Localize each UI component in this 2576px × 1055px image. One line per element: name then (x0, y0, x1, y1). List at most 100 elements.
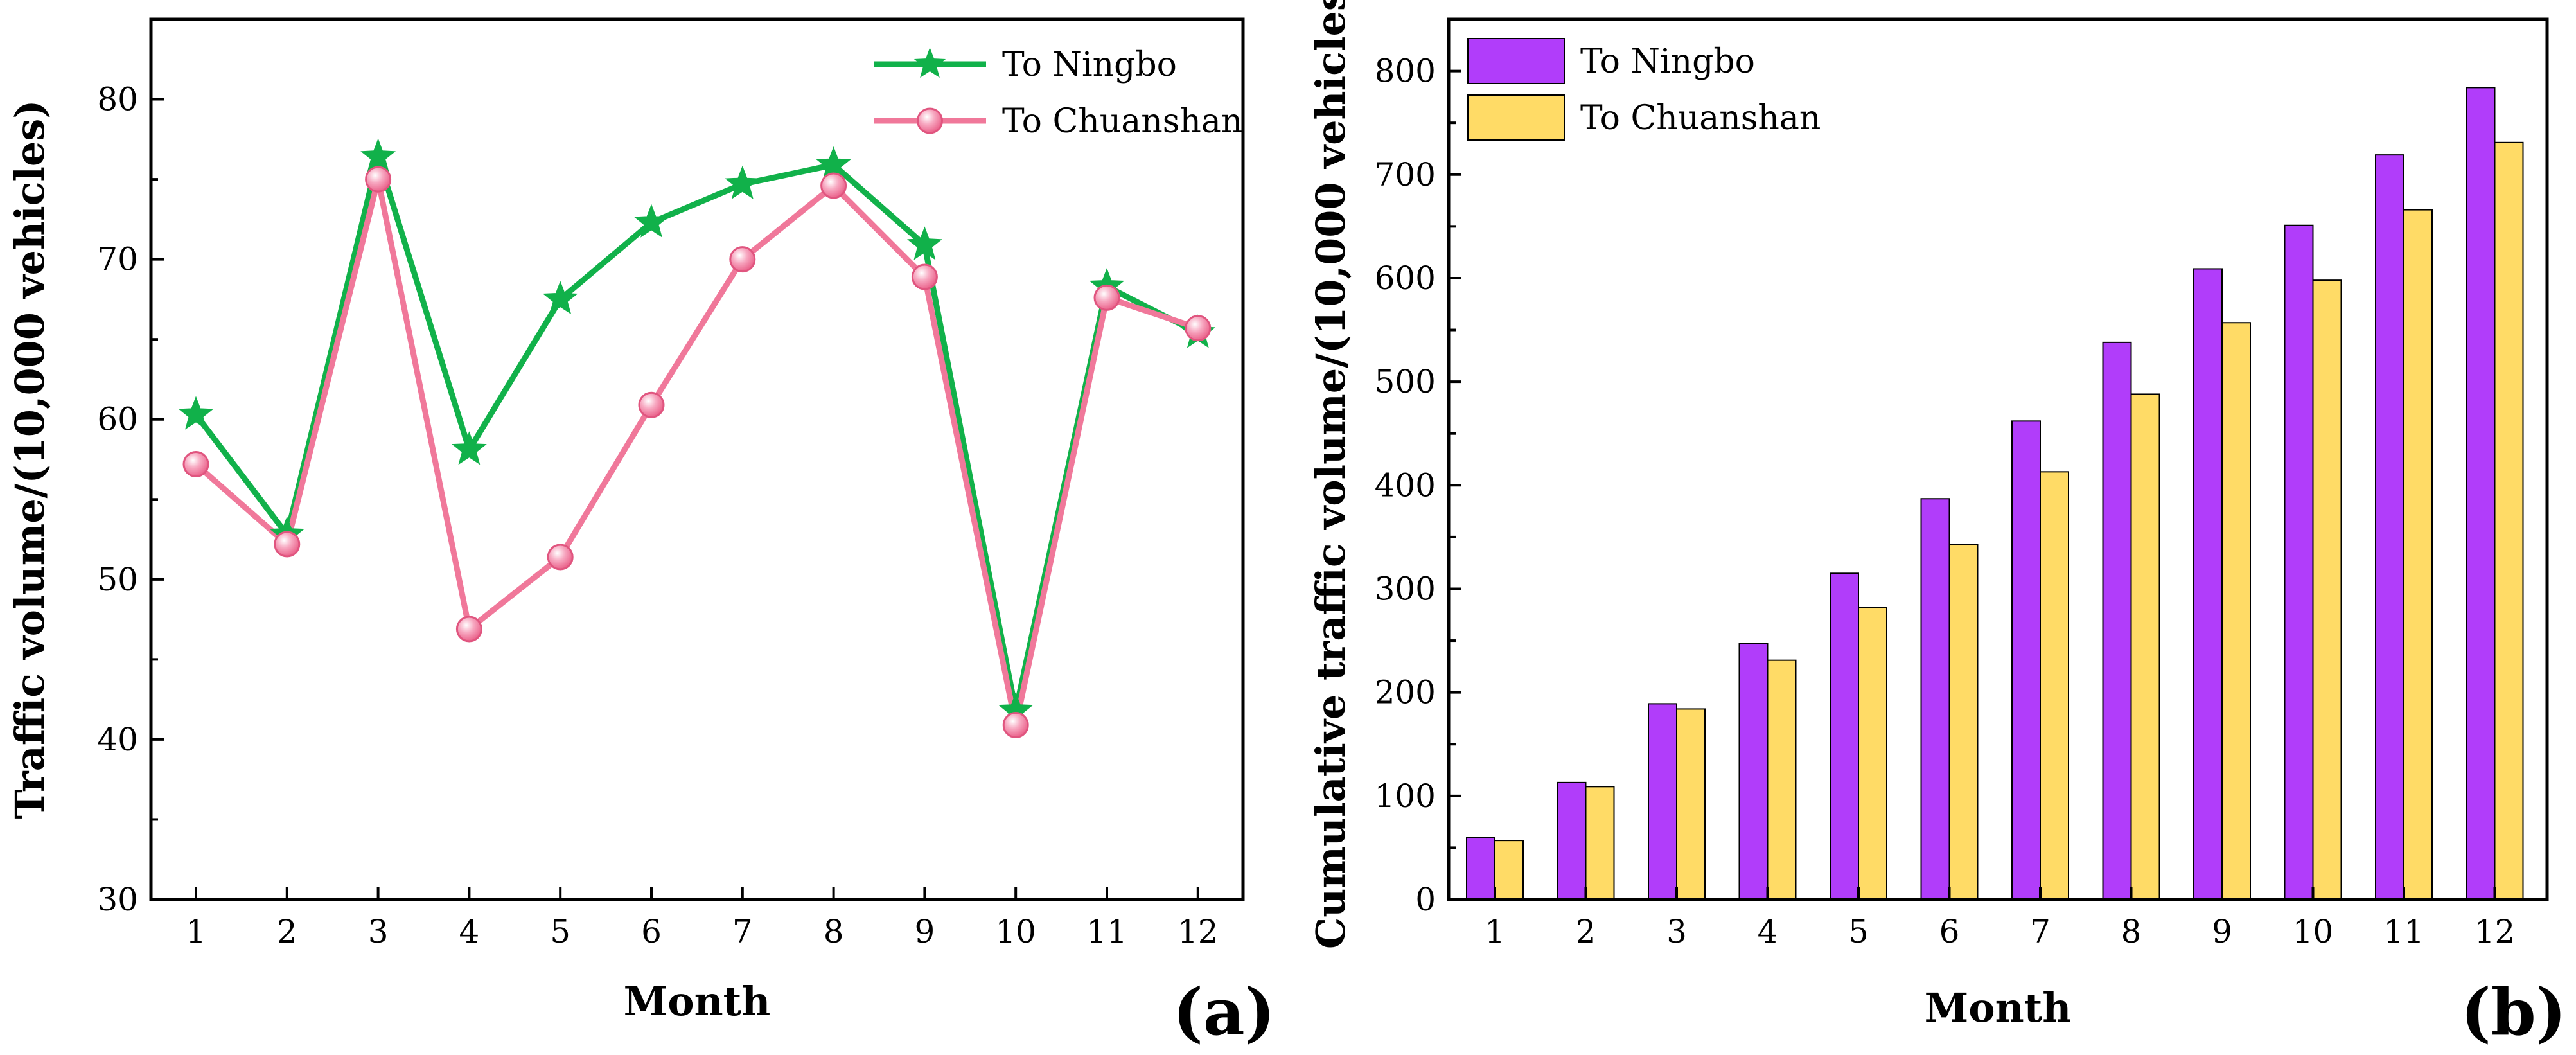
bar-to-ningbo (2466, 87, 2496, 900)
panel-b-x-tick-label: 11 (2383, 913, 2424, 950)
panel-b-x-tick-label: 3 (1666, 913, 1687, 950)
panel-a-y-tick-label: 60 (97, 401, 138, 438)
data-point-to-chuanshan (274, 531, 301, 558)
bar-to-chuanshan (2312, 279, 2342, 900)
panel-a-x-tick-label: 4 (459, 913, 479, 950)
panel-a-x-tick-label: 2 (277, 913, 297, 950)
panel-b-y-tick-label: 700 (1375, 156, 1436, 193)
legend-label: To Ningbo (1002, 46, 1177, 84)
bar-to-ningbo (2102, 341, 2132, 900)
panel-b-y-tick-label: 100 (1375, 777, 1436, 815)
bar-to-chuanshan (2221, 322, 2251, 900)
data-point-to-chuanshan (820, 172, 847, 199)
bar-to-chuanshan (1676, 708, 1706, 900)
panel-b-x-tick-label: 5 (1848, 913, 1869, 950)
bar-to-chuanshan (1494, 840, 1524, 900)
panel-b-label: (b) (2460, 974, 2566, 1050)
panel-b-x-tick-label: 1 (1485, 913, 1505, 950)
bar-to-ningbo (2284, 224, 2314, 900)
bar-to-chuanshan (2040, 471, 2069, 900)
legend-label: To Chuanshan (1580, 99, 1821, 137)
bar-to-ningbo (1648, 703, 1677, 900)
panel-a-x-tick-label: 9 (914, 913, 935, 950)
panel-a-x-tick-label: 3 (368, 913, 389, 950)
panel-b-y-tick-label: 0 (1415, 881, 1436, 918)
data-point-to-chuanshan (182, 450, 209, 477)
panel-a-y-tick-label: 50 (97, 561, 138, 598)
bar-to-chuanshan (2403, 209, 2433, 900)
panel-b-x-tick-label: 2 (1576, 913, 1596, 950)
data-point-to-ningbo (907, 226, 942, 260)
data-point-to-ningbo (178, 396, 214, 430)
panel-b-x-tick-label: 12 (2475, 913, 2516, 950)
bar-to-chuanshan (2130, 393, 2160, 900)
panel-a-x-tick-label: 8 (824, 913, 844, 950)
series-line-to-chuanshan (194, 176, 1199, 728)
bar-to-ningbo (1738, 643, 1769, 900)
data-point-to-chuanshan (1185, 315, 1212, 342)
panel-b-x-tick-label: 10 (2293, 913, 2334, 950)
data-point-to-ningbo (725, 165, 761, 199)
data-point-to-chuanshan (911, 263, 938, 290)
legend-label: To Chuanshan (1002, 102, 1242, 141)
bar-to-chuanshan (1585, 786, 1615, 900)
panel-a-plot-frame (149, 17, 1245, 901)
panel-b-y-tick-label: 800 (1375, 53, 1436, 90)
legend-marker-sphere (917, 107, 943, 134)
legend-swatch (1467, 38, 1565, 84)
legend-marker-star (913, 48, 946, 78)
panel-a-x-tick-label: 6 (641, 913, 662, 950)
bar-to-chuanshan (1858, 607, 1887, 900)
panel-b-x-axis-title: Month (1925, 984, 2072, 1031)
panel-a-x-tick-label: 1 (186, 913, 206, 950)
panel-a-y-tick-label: 30 (97, 881, 138, 918)
panel-b-x-tick-label: 9 (2212, 913, 2232, 950)
panel-a-x-tick-label: 12 (1178, 913, 1219, 950)
data-point-to-ningbo (542, 281, 578, 315)
data-point-to-chuanshan (638, 391, 665, 418)
data-point-to-ningbo (633, 204, 669, 238)
bar-to-ningbo (2375, 154, 2404, 900)
panel-a-x-tick-label: 5 (550, 913, 570, 950)
panel-b-y-tick-label: 500 (1375, 363, 1436, 400)
bar-to-ningbo (1830, 572, 1859, 900)
panel-b-legend: To Ningbo To Chuanshan (1467, 38, 1821, 141)
bar-to-chuanshan (1948, 544, 1979, 900)
data-point-to-chuanshan (729, 246, 756, 273)
panel-b-y-tick-label: 400 (1375, 466, 1436, 504)
data-point-to-chuanshan (365, 166, 392, 193)
panel-a-y-tick-label: 40 (97, 721, 138, 758)
panel-b-plot-frame (1447, 17, 2549, 901)
data-point-to-chuanshan (1093, 284, 1120, 311)
panel-a-y-tick-label: 80 (97, 81, 138, 118)
legend-label: To Ningbo (1580, 42, 1755, 81)
panel-a-y-axis-title: Traffic volume/(10,000 vehicles) (6, 100, 53, 819)
legend-swatch (1467, 94, 1565, 141)
panel-b-y-tick-label: 200 (1375, 674, 1436, 711)
bar-to-chuanshan (1767, 659, 1797, 901)
bar-to-ningbo (1466, 837, 1495, 900)
panel-a-x-tick-label: 7 (732, 913, 753, 950)
bar-to-ningbo (2011, 420, 2041, 900)
panel-a-x-tick-label: 11 (1086, 913, 1127, 950)
data-point-to-ningbo (816, 146, 851, 180)
panel-a-x-axis-title: Month (624, 978, 771, 1025)
data-point-to-ningbo (452, 431, 487, 465)
panel-b-x-tick-label: 6 (1939, 913, 1960, 950)
bar-to-ningbo (1920, 498, 1950, 900)
panel-a-x-tick-label: 10 (995, 913, 1036, 950)
bar-to-ningbo (2193, 268, 2223, 900)
panel-a-y-tick-label: 70 (97, 241, 138, 278)
panel-b-y-tick-label: 600 (1375, 260, 1436, 297)
panel-b-y-axis-title: Cumulative traffic volume/(10,000 vehicl… (1307, 0, 1354, 949)
panel-b-x-tick-label: 8 (2121, 913, 2142, 950)
panel-b-y-tick-label: 300 (1375, 570, 1436, 607)
data-point-to-chuanshan (1002, 711, 1029, 738)
bar-to-chuanshan (2494, 141, 2524, 900)
panel-b-x-tick-label: 7 (2030, 913, 2051, 950)
data-point-to-chuanshan (455, 616, 482, 643)
data-point-to-chuanshan (547, 544, 574, 571)
panel-a-label: (a) (1173, 974, 1275, 1050)
